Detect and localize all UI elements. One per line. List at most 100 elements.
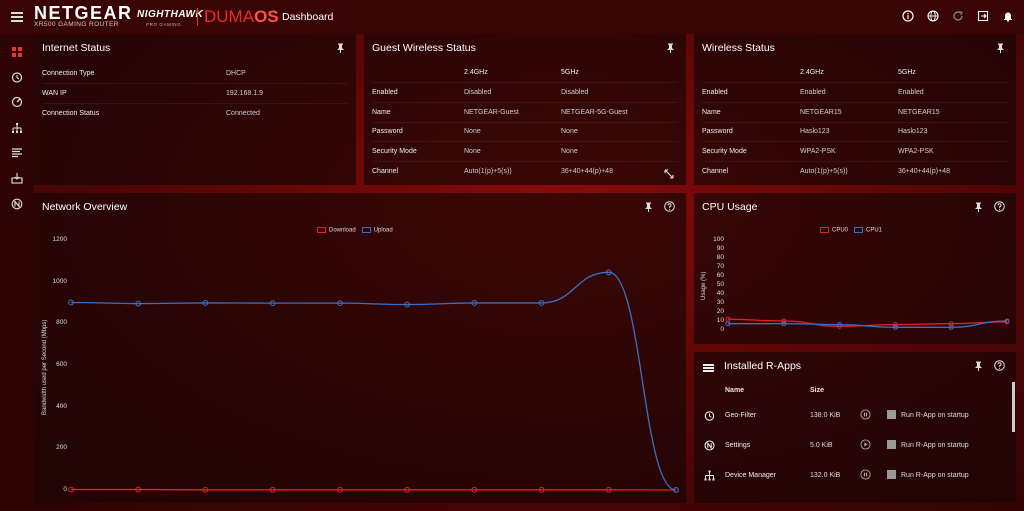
table-header: 2.4GHz 5GHz: [372, 63, 678, 84]
data-point-download[interactable]: [202, 486, 209, 493]
dashboard-icon[interactable]: [11, 46, 23, 58]
panel-title: Internet Status: [42, 42, 111, 54]
data-point-upload[interactable]: [673, 487, 679, 493]
data-point-download[interactable]: [269, 486, 276, 493]
panel-title: Guest Wireless Status: [372, 42, 476, 54]
network-overview-chart: [68, 269, 679, 493]
table-row: Name NETGEAR15 NETGEAR15: [702, 102, 1008, 123]
data-point-cpu0[interactable]: [892, 322, 898, 328]
menu-toggle-icon[interactable]: [11, 12, 23, 22]
data-point-upload[interactable]: [68, 299, 74, 306]
pause-icon[interactable]: [860, 469, 871, 480]
help-icon[interactable]: [664, 201, 675, 212]
bell-icon[interactable]: [1002, 10, 1014, 22]
resize-icon[interactable]: [664, 166, 674, 179]
info-icon[interactable]: [902, 10, 914, 22]
chart-legend: CPU0 CPU1: [820, 227, 882, 234]
y-tick-label: 30: [716, 299, 724, 306]
legend-swatch-upload: [361, 227, 371, 233]
legend-download[interactable]: Download: [317, 227, 356, 234]
list-item: Settings 5.0 KiB Run R-App on startup: [694, 431, 1016, 461]
router-model: XR500 GAMING ROUTER: [34, 21, 119, 28]
pin-icon[interactable]: [644, 202, 653, 212]
y-tick-label: 90: [716, 245, 724, 252]
data-point-download[interactable]: [471, 486, 478, 493]
y-tick-label: 1200: [52, 236, 67, 243]
data-point-download[interactable]: [404, 486, 411, 493]
data-point-cpu1[interactable]: [892, 324, 898, 330]
qos-icon[interactable]: [11, 96, 23, 108]
table-row: Password None None: [372, 122, 678, 143]
geo-filter-icon[interactable]: [11, 71, 23, 83]
data-point-upload[interactable]: [135, 300, 142, 307]
chart-legend: Download Upload: [317, 227, 393, 234]
legend-cpu0[interactable]: CPU0: [820, 227, 848, 234]
data-point-cpu0[interactable]: [781, 318, 787, 324]
scrollbar[interactable]: [1012, 382, 1015, 432]
table-row: Enabled Disabled Disabled: [372, 82, 678, 103]
y-tick-label: 50: [716, 281, 724, 288]
pause-icon[interactable]: [860, 409, 871, 420]
data-point-download[interactable]: [68, 486, 74, 493]
geo-filter-icon: [704, 410, 715, 421]
pin-icon[interactable]: [974, 361, 983, 371]
pin-icon[interactable]: [336, 43, 345, 53]
settings-icon: [704, 440, 715, 451]
data-point-cpu1[interactable]: [1004, 318, 1010, 324]
y-tick-label: 0: [720, 326, 724, 333]
top-bar: NETGEAR XR500 GAMING ROUTER NIGHTHAWK PR…: [0, 0, 1024, 34]
logo-divider: [197, 8, 198, 26]
pin-icon[interactable]: [974, 202, 983, 212]
dumaos-logo: DUMAOS: [204, 7, 279, 26]
network-overview-panel: Network Overview Download Upload Bandwid…: [34, 193, 686, 503]
data-point-upload[interactable]: [269, 300, 276, 307]
pin-icon[interactable]: [666, 43, 675, 53]
table-row: Name NETGEAR-Guest NETGEAR-5G-Guest: [372, 102, 678, 123]
wireless-status-panel: Wireless Status 2.4GHz 5GHz Enabled Enable…: [694, 34, 1016, 185]
data-point-upload[interactable]: [336, 300, 343, 307]
refresh-icon[interactable]: [952, 10, 964, 22]
startup-checkbox[interactable]: [887, 410, 896, 419]
startup-checkbox[interactable]: [887, 440, 896, 449]
play-icon[interactable]: [860, 439, 871, 450]
legend-swatch-cpu1: [854, 227, 864, 233]
legend-cpu1[interactable]: CPU1: [854, 227, 882, 234]
table-row: Connection Type DHCP: [42, 64, 348, 85]
logout-icon[interactable]: [977, 10, 989, 22]
y-tick-label: 20: [716, 308, 724, 315]
data-point-upload[interactable]: [605, 269, 612, 276]
menu-icon[interactable]: [703, 364, 714, 372]
panel-title: Wireless Status: [702, 42, 775, 54]
data-point-download[interactable]: [605, 486, 612, 493]
device-manager-icon[interactable]: [11, 122, 23, 134]
data-point-cpu1[interactable]: [725, 321, 731, 327]
y-tick-label: 800: [56, 319, 67, 327]
data-point-download[interactable]: [135, 486, 142, 493]
table-row: Connection Status Connected: [42, 109, 260, 117]
data-point-download[interactable]: [336, 486, 343, 493]
startup-checkbox[interactable]: [887, 470, 896, 479]
data-point-upload[interactable]: [202, 300, 209, 306]
data-point-upload[interactable]: [471, 300, 478, 306]
globe-icon[interactable]: [927, 10, 939, 22]
table-row: Password Haslo123 Haslo123: [702, 122, 1008, 143]
data-point-download[interactable]: [538, 486, 545, 493]
network-monitor-icon[interactable]: [11, 147, 23, 159]
y-tick-label: 60: [716, 272, 724, 279]
pin-icon[interactable]: [996, 43, 1005, 53]
data-point-cpu1[interactable]: [837, 322, 843, 328]
data-point-cpu1[interactable]: [781, 321, 787, 327]
panel-title: Installed R-Apps: [724, 360, 802, 372]
data-point-upload[interactable]: [538, 300, 545, 306]
legend-upload[interactable]: Upload: [361, 227, 393, 234]
help-icon[interactable]: [994, 360, 1005, 371]
y-tick-label: 70: [716, 263, 724, 270]
data-point-cpu1[interactable]: [948, 324, 954, 330]
y-tick-label: 80: [716, 254, 724, 261]
help-icon[interactable]: [994, 201, 1005, 212]
settings-icon[interactable]: [11, 198, 23, 210]
cpu-usage-panel: CPU Usage CPU0 CPU1 Usage (%) 0 10 20 30 40 5…: [694, 193, 1016, 344]
netgear-logo: NETGEAR: [34, 3, 133, 23]
data-point-upload[interactable]: [404, 301, 411, 308]
r-apps-icon[interactable]: [11, 172, 23, 184]
